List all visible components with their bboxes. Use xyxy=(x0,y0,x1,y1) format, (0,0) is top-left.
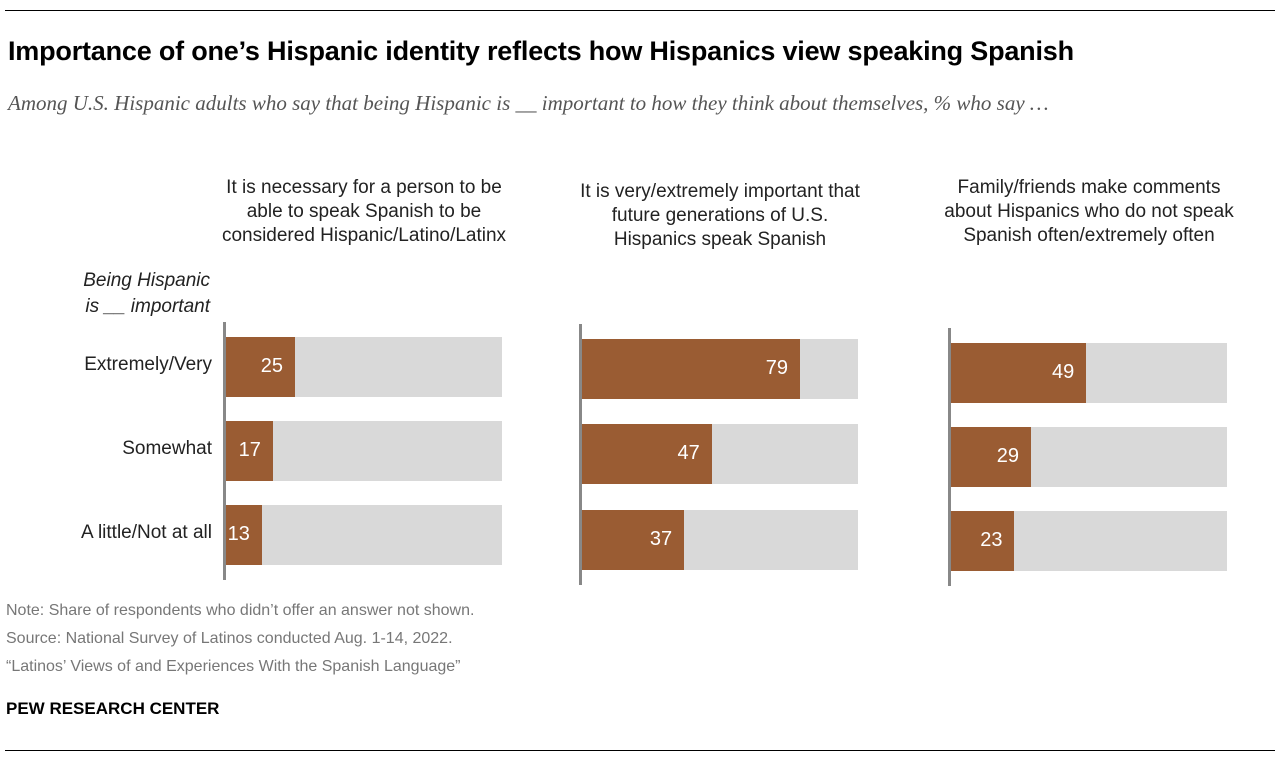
panel-title: It is necessary for a person to be able … xyxy=(221,177,507,246)
panel-title: Family/friends make comments about Hispa… xyxy=(944,177,1234,246)
bar xyxy=(951,511,1015,571)
data-label: 79 xyxy=(765,357,789,379)
bar xyxy=(226,421,273,481)
bar xyxy=(226,337,295,397)
data-label: 29 xyxy=(996,445,1020,467)
bar xyxy=(582,339,801,399)
bottom-rule xyxy=(5,750,1275,751)
data-label: 37 xyxy=(649,528,673,550)
row-label: Extremely/Very xyxy=(84,354,212,375)
note: Note: Share of respondents who didn’t of… xyxy=(6,602,475,619)
data-label: 49 xyxy=(1051,361,1075,383)
report-title: “Latinos’ Views of and Experiences With … xyxy=(6,658,461,675)
chart-subtitle: Among U.S. Hispanic adults who say that … xyxy=(8,91,1049,115)
data-label: 47 xyxy=(677,442,700,464)
axis-line xyxy=(948,328,951,586)
bar xyxy=(582,510,685,570)
bar xyxy=(951,343,1087,403)
chart-title: Importance of one’s Hispanic identity re… xyxy=(8,36,1074,66)
data-label: 23 xyxy=(980,529,1003,551)
bar xyxy=(226,505,262,565)
row-label: Somewhat xyxy=(122,438,212,459)
bar-background xyxy=(226,505,502,565)
row-header-line2: is __ important xyxy=(85,296,210,317)
row-header-line1: Being Hispanic xyxy=(83,270,210,291)
data-label: 13 xyxy=(227,523,250,545)
row-label: A little/Not at all xyxy=(81,522,212,543)
axis-line xyxy=(223,322,226,580)
top-rule xyxy=(5,10,1275,11)
bar xyxy=(582,424,712,484)
source: Source: National Survey of Latinos condu… xyxy=(6,630,453,647)
data-label: 17 xyxy=(238,439,261,461)
data-label: 25 xyxy=(260,355,283,377)
bar xyxy=(951,427,1032,487)
panel-title: It is very/extremely important that futu… xyxy=(580,181,860,250)
row-header: Being Hispanic is __ important xyxy=(20,268,210,320)
axis-line xyxy=(579,324,582,585)
brand-logo-text: PEW RESEARCH CENTER xyxy=(6,699,220,718)
